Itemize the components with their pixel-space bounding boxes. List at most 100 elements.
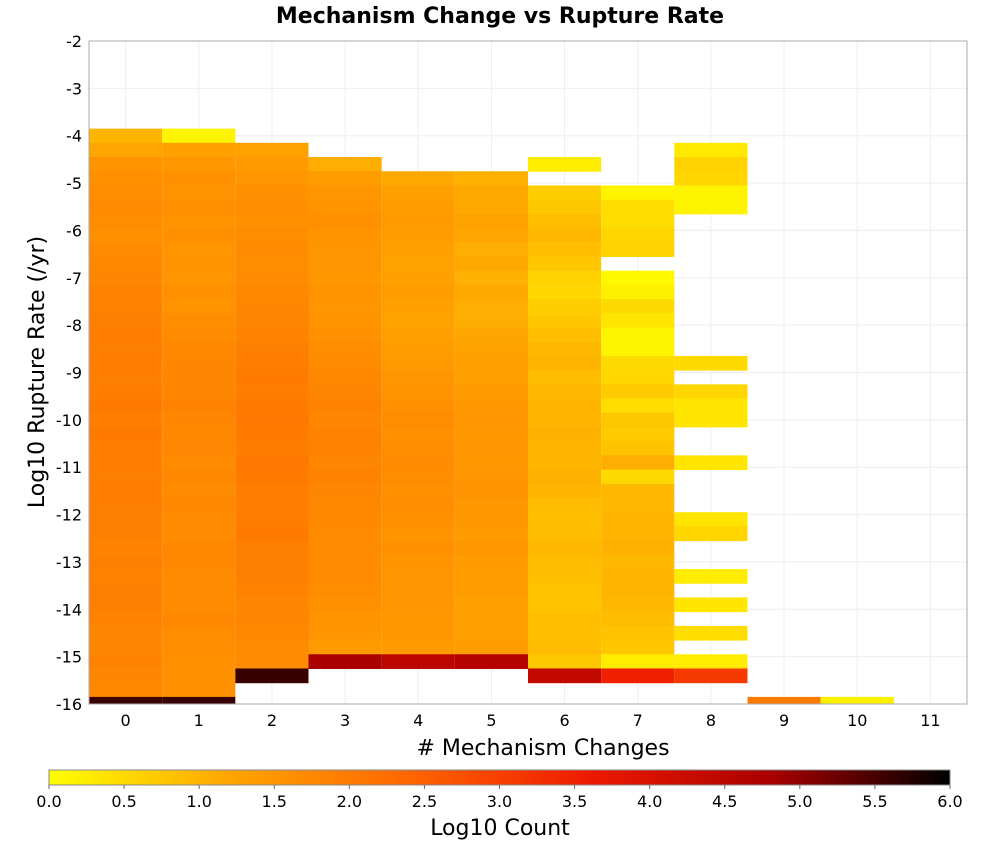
heatmap-cell	[454, 554, 528, 570]
heatmap-cell	[454, 483, 528, 499]
heatmap-cell	[89, 341, 163, 357]
heatmap-cell	[528, 526, 602, 542]
heatmap-cell	[162, 199, 236, 215]
heatmap-cell	[308, 640, 382, 655]
x-tick-label: 4	[413, 711, 423, 730]
heatmap-cell	[820, 696, 894, 705]
heatmap-cell	[528, 441, 602, 456]
heatmap-cell	[381, 341, 455, 357]
heatmap-cell	[89, 228, 163, 243]
heatmap-cell	[162, 611, 236, 627]
heatmap-cell	[381, 654, 455, 669]
heatmap-cell	[381, 270, 455, 286]
heatmap-cell	[381, 185, 455, 201]
heatmap-cell	[601, 540, 675, 556]
heatmap-cell	[601, 242, 675, 257]
heatmap-cell	[601, 497, 675, 513]
heatmap-cell	[308, 398, 382, 414]
heatmap-cell	[89, 611, 163, 627]
heatmap-cell	[454, 185, 528, 201]
heatmap-cell	[89, 497, 163, 513]
heatmap-cell	[235, 441, 309, 456]
heatmap-cell	[601, 270, 675, 286]
heatmap-cell	[381, 313, 455, 329]
heatmap-cell	[89, 284, 163, 300]
heatmap-cell	[308, 355, 382, 371]
heatmap-cell	[89, 455, 163, 471]
heatmap-cell	[162, 213, 236, 229]
heatmap-cell	[528, 640, 602, 655]
heatmap-cell	[674, 412, 748, 428]
heatmap-cell	[308, 469, 382, 485]
heatmap-cell	[89, 640, 163, 655]
heatmap-cell	[381, 526, 455, 542]
heatmap-cell	[235, 412, 309, 428]
heatmap-cell	[528, 370, 602, 385]
heatmap-cell	[601, 483, 675, 499]
heatmap-cells	[89, 128, 894, 705]
heatmap-cell	[162, 157, 236, 172]
heatmap-cell	[381, 398, 455, 414]
x-tick-label: 0	[120, 711, 130, 730]
heatmap-cell	[381, 256, 455, 272]
heatmap-cell	[89, 540, 163, 556]
chart-title: Mechanism Change vs Rupture Rate	[276, 4, 724, 29]
heatmap-cell	[528, 384, 602, 400]
heatmap-cell	[528, 654, 602, 669]
heatmap-cell	[235, 341, 309, 357]
heatmap-cell	[528, 483, 602, 499]
heatmap-cell	[528, 157, 602, 172]
x-axis-ticks: 0 1 2 3 4 5 6 7 8 9 10 11	[120, 711, 940, 730]
heatmap-cell	[454, 270, 528, 286]
heatmap-cell	[89, 583, 163, 598]
heatmap-cell	[162, 469, 236, 485]
heatmap-cell	[235, 668, 309, 684]
heatmap-cell	[308, 569, 382, 584]
colorbar-ticks: 0.0 0.5 1.0 1.5 2.0 2.5 3.0 3.5 4.0 4.5 5.0 5.5 6.0	[36, 785, 963, 811]
heatmap-cell	[528, 597, 602, 613]
heatmap-cell	[162, 398, 236, 414]
heatmap-cell	[601, 341, 675, 357]
colorbar-tick-label: 3.5	[562, 792, 587, 811]
heatmap-cell	[454, 199, 528, 215]
heatmap-cell	[162, 597, 236, 613]
y-tick-label: -8	[66, 316, 82, 335]
heatmap-cell	[528, 540, 602, 556]
heatmap-cell	[235, 256, 309, 272]
heatmap-cell	[674, 142, 748, 158]
heatmap-cell	[162, 171, 236, 186]
heatmap-cell	[162, 455, 236, 471]
heatmap-cell	[601, 455, 675, 471]
heatmap-cell	[235, 185, 309, 201]
heatmap-cell	[162, 682, 236, 698]
heatmap-cell	[528, 668, 602, 684]
heatmap-cell	[454, 597, 528, 613]
heatmap-cell	[162, 313, 236, 329]
heatmap-cell	[89, 199, 163, 215]
heatmap-cell	[454, 213, 528, 229]
heatmap-cell	[454, 640, 528, 655]
heatmap-cell	[528, 199, 602, 215]
heatmap-cell	[601, 625, 675, 641]
heatmap-cell	[235, 199, 309, 215]
heatmap-cell	[162, 441, 236, 456]
heatmap-cell	[528, 355, 602, 371]
y-tick-label: -16	[56, 695, 82, 714]
heatmap-cell	[235, 469, 309, 485]
heatmap-cell	[235, 483, 309, 499]
heatmap-cell	[454, 384, 528, 400]
heatmap-cell	[454, 412, 528, 428]
heatmap-cell	[162, 412, 236, 428]
heatmap-cell	[601, 384, 675, 400]
heatmap-cell	[674, 597, 748, 613]
x-tick-label: 6	[559, 711, 569, 730]
heatmap-cell	[381, 611, 455, 627]
heatmap-cell	[381, 455, 455, 471]
heatmap-cell	[235, 654, 309, 669]
heatmap-cell	[162, 526, 236, 542]
heatmap-cell	[381, 540, 455, 556]
heatmap-cell	[308, 654, 382, 669]
heatmap-cell	[235, 299, 309, 314]
heatmap-cell	[235, 611, 309, 627]
heatmap-cell	[89, 142, 163, 158]
